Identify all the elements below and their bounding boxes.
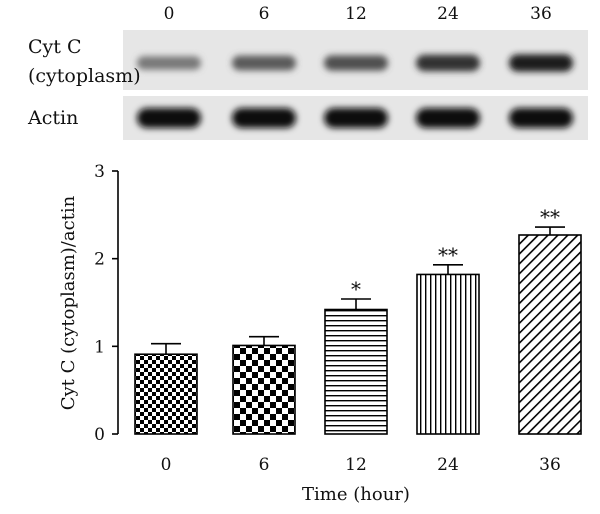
lane-label: 24 [437, 4, 459, 24]
bar-36 [518, 234, 582, 435]
western-blot-panel: 0 6 12 24 36 Cyt C (cytoplasm) Actin [27, 4, 588, 140]
bar-24 [416, 273, 480, 435]
blot-band [416, 108, 480, 128]
lane-label: 12 [345, 4, 367, 24]
significance-mark: * [351, 277, 361, 301]
x-tick-label: 0 [161, 455, 172, 475]
bar-6 [232, 344, 296, 435]
y-tick-label: 1 [94, 337, 105, 357]
lane-label: 6 [259, 4, 270, 24]
blot-row-label: Cyt C [28, 36, 81, 58]
blot-band [324, 55, 388, 71]
blot-band [232, 55, 296, 71]
error-bar-12 [341, 298, 371, 310]
x-axis-title: Time (hour) [302, 484, 410, 505]
blot-rows: Cyt C (cytoplasm) Actin [27, 30, 588, 140]
x-tick-label: 24 [437, 455, 459, 475]
y-tick-label: 2 [94, 250, 105, 270]
blot-row-label: Actin [27, 107, 78, 129]
y-tick-label: 3 [94, 162, 105, 182]
lane-labels: 0 6 12 24 36 [164, 4, 552, 24]
error-bar-36 [535, 226, 565, 235]
blot-row-cytc: Cyt C (cytoplasm) [28, 30, 588, 90]
x-tick-label: 36 [539, 455, 561, 475]
lane-label: 0 [164, 4, 175, 24]
blot-band [509, 54, 573, 72]
blot-band [324, 108, 388, 128]
y-axis-title: Cyt C (cytoplasm)/actin [58, 195, 79, 410]
blot-row-label: (cytoplasm) [28, 65, 141, 87]
bar-0 [134, 353, 198, 435]
blot-row-actin: Actin [27, 96, 588, 140]
blot-band [416, 54, 480, 72]
error-bar-24 [433, 264, 463, 275]
significance-mark: ** [438, 243, 458, 267]
blot-band [509, 108, 573, 128]
bar-12 [324, 308, 388, 435]
blot-band [232, 108, 296, 128]
error-bar-0 [151, 342, 181, 355]
x-tick-label: 12 [345, 455, 367, 475]
bars [134, 234, 582, 435]
blot-band [137, 56, 201, 70]
error-bar-6 [249, 335, 279, 346]
lane-label: 36 [530, 4, 552, 24]
x-tick-label: 6 [259, 455, 270, 475]
y-tick-label: 0 [94, 425, 105, 445]
error-bars [151, 226, 565, 355]
blot-band [137, 108, 201, 128]
significance-mark: ** [540, 205, 560, 229]
significance-marks: ***** [351, 205, 560, 301]
